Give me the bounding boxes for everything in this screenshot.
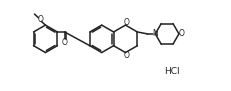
Text: O: O [123,51,129,60]
Text: O: O [37,15,43,24]
Text: N: N [152,29,158,38]
Text: O: O [178,29,184,38]
Text: HCl: HCl [164,67,179,76]
Text: O: O [61,38,67,47]
Text: O: O [123,18,129,27]
